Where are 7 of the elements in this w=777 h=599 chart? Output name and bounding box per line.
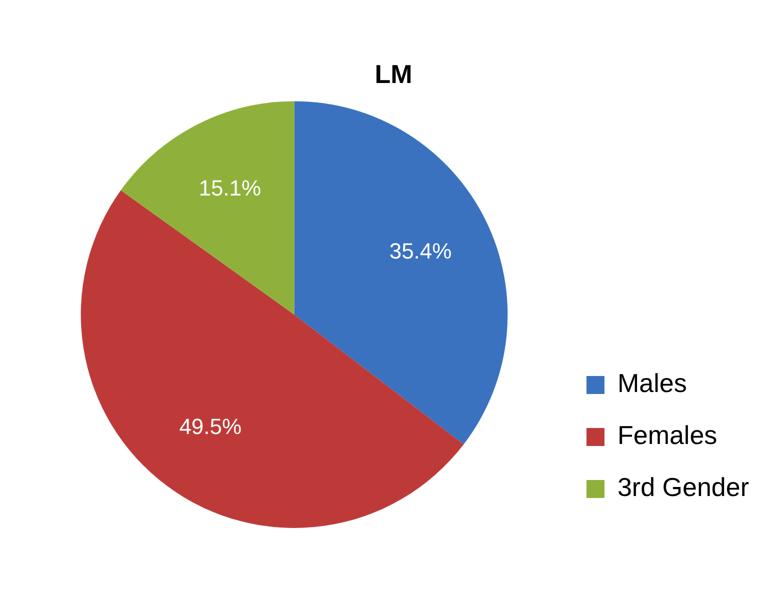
legend-label: Females — [617, 420, 718, 450]
data-label: 15.1% — [198, 175, 262, 200]
legend-label: Males — [617, 368, 687, 398]
data-label: 49.5% — [179, 414, 242, 439]
data-label: 35.4% — [389, 238, 452, 264]
chart-title: LM — [374, 58, 412, 89]
legend-label: 3rd Gender — [617, 472, 750, 502]
